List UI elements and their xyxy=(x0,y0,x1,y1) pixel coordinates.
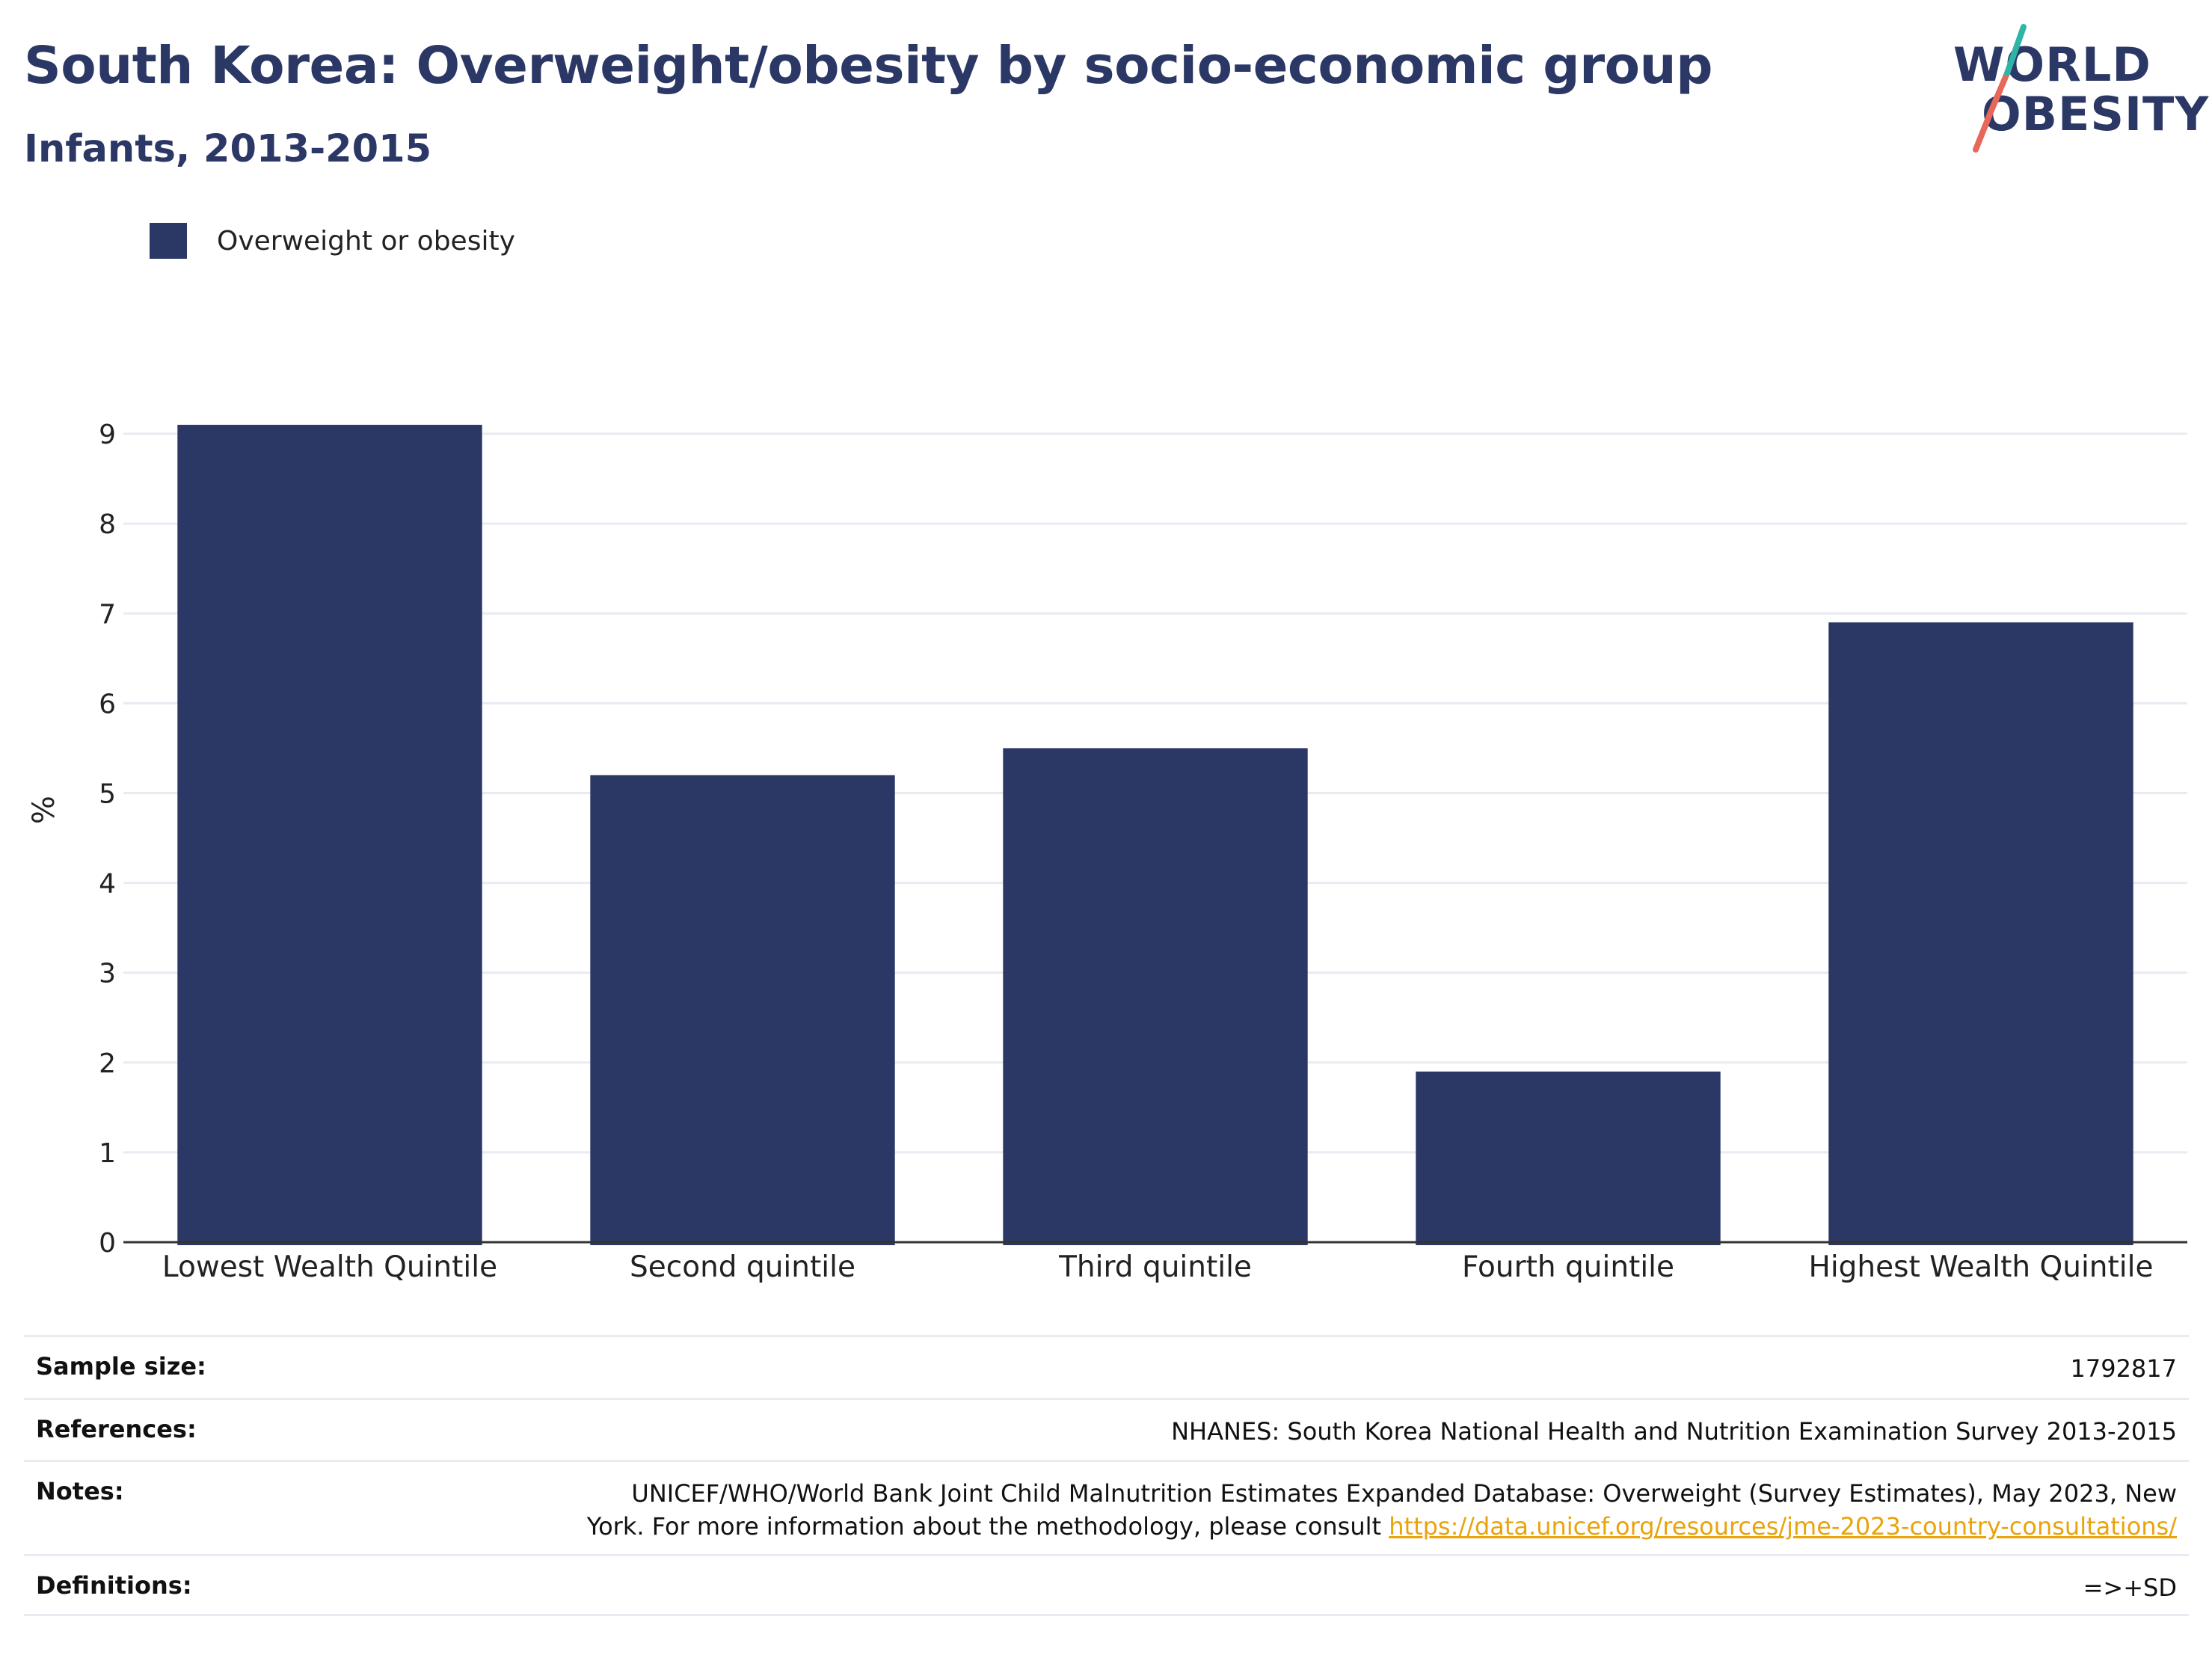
notes-line-2-text: York. For more information about the met… xyxy=(586,1512,1382,1541)
y-tick-label: 9 xyxy=(99,420,116,450)
y-tick-label: 8 xyxy=(99,509,116,540)
notes-line-1: UNICEF/WHO/World Bank Joint Child Malnut… xyxy=(631,1479,2177,1508)
y-tick-label: 1 xyxy=(99,1138,116,1169)
x-tick-label: Second quintile xyxy=(630,1250,855,1284)
references-label: References: xyxy=(36,1415,197,1443)
sample-size-value: 1792817 xyxy=(2070,1354,2177,1383)
bar-4 xyxy=(1416,1071,1721,1245)
x-tick-label: Fourth quintile xyxy=(1462,1250,1674,1284)
logo-slash-icon xyxy=(1973,24,2027,153)
bar-5 xyxy=(1828,622,2133,1245)
legend-label: Overweight or obesity xyxy=(217,225,515,257)
references-row: References: NHANES: South Korea National… xyxy=(24,1398,2189,1460)
y-tick-label: 0 xyxy=(99,1228,116,1259)
notes-label: Notes: xyxy=(36,1477,124,1505)
bar-2 xyxy=(590,775,895,1245)
x-tick-label: Third quintile xyxy=(1058,1250,1252,1284)
y-tick-label: 4 xyxy=(99,869,116,900)
legend-swatch xyxy=(150,223,187,259)
sample-size-label: Sample size: xyxy=(36,1352,206,1381)
definitions-row: Definitions: =>+SD xyxy=(24,1554,2189,1616)
y-tick-label: 7 xyxy=(99,599,116,630)
chart-title: South Korea: Overweight/obesity by socio… xyxy=(24,36,1713,96)
definitions-label: Definitions: xyxy=(36,1571,192,1600)
bar-3 xyxy=(1003,748,1308,1245)
chart-legend: Overweight or obesity xyxy=(150,221,515,260)
notes-value: UNICEF/WHO/World Bank Joint Child Malnut… xyxy=(587,1477,2177,1543)
sample-size-row: Sample size: 1792817 xyxy=(24,1335,2189,1398)
x-tick-label: Lowest Wealth Quintile xyxy=(162,1250,497,1284)
bar-chart: 0 1 2 3 4 5 6 7 8 9% Lowest Wealth Quintile Second … xyxy=(27,420,2187,1284)
info-table: Sample size: 1792817 References: NHANES:… xyxy=(24,1335,2189,1616)
y-tick-label: 3 xyxy=(99,959,116,989)
y-tick-label: 6 xyxy=(99,689,116,719)
world-obesity-logo: WORLD OBESITY xyxy=(1944,21,2208,156)
bar-1 xyxy=(177,425,482,1245)
chart-subtitle: Infants, 2013-2015 xyxy=(24,127,432,171)
x-tick-label: Highest Wealth Quintile xyxy=(1809,1250,2154,1284)
methodology-link[interactable]: https://data.unicef.org/resources/jme-20… xyxy=(1389,1512,2177,1541)
definitions-value: =>+SD xyxy=(2083,1573,2177,1602)
references-value: NHANES: South Korea National Health and … xyxy=(1171,1417,2177,1446)
logo-line-world: WORLD xyxy=(1953,37,2151,92)
y-tick-label: 2 xyxy=(99,1048,116,1079)
notes-line-2: York. For more information about the met… xyxy=(587,1510,2177,1543)
logo-line-obesity: OBESITY xyxy=(1982,87,2210,141)
y-tick-label: 5 xyxy=(99,779,116,809)
y-axis-label: % xyxy=(27,796,61,824)
notes-row: Notes: UNICEF/WHO/World Bank Joint Child… xyxy=(24,1460,2189,1554)
